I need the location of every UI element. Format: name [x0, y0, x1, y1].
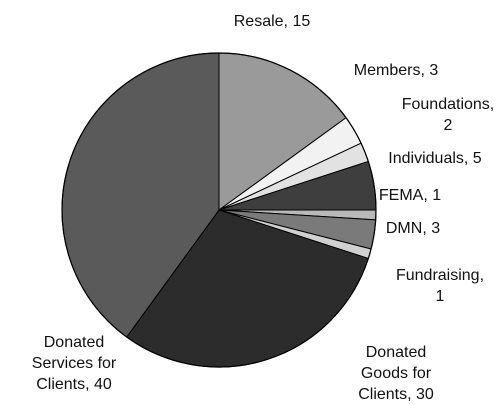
label-line: Foundations,: [402, 96, 495, 113]
label-line: Fundraising,: [396, 267, 484, 284]
label-members: Members, 3: [354, 62, 439, 79]
label-fema: FEMA, 1: [379, 187, 441, 204]
label-fundraising: Fundraising, 1: [396, 267, 484, 305]
label-line: 1: [436, 288, 445, 305]
label-line: Individuals, 5: [388, 150, 481, 167]
label-donated-goods-for-clients: Donated Goods for Clients, 30: [358, 344, 434, 403]
label-resale: Resale, 15: [234, 13, 311, 30]
label-line: 2: [444, 117, 453, 134]
label-line: Services for: [32, 355, 117, 372]
label-donated-services-for-clients: Donated Services for Clients, 40: [32, 334, 117, 393]
label-foundations: Foundations, 2: [402, 96, 495, 134]
label-line: Goods for: [361, 365, 432, 382]
label-individuals: Individuals, 5: [388, 150, 481, 167]
label-line: Donated: [44, 334, 105, 351]
label-dmn: DMN, 3: [386, 220, 440, 237]
label-line: Clients, 40: [36, 376, 112, 393]
label-line: DMN, 3: [386, 220, 440, 237]
label-line: Clients, 30: [358, 386, 434, 403]
label-line: Members, 3: [354, 62, 439, 79]
pie-outline: [61, 52, 377, 368]
slice-labels: Resale, 15 Members, 3 Foundations, 2 Individ…: [32, 13, 494, 403]
label-line: Donated: [366, 344, 427, 361]
label-line: Resale, 15: [234, 13, 311, 30]
label-line: FEMA, 1: [379, 187, 441, 204]
pie-slices: [61, 52, 377, 368]
